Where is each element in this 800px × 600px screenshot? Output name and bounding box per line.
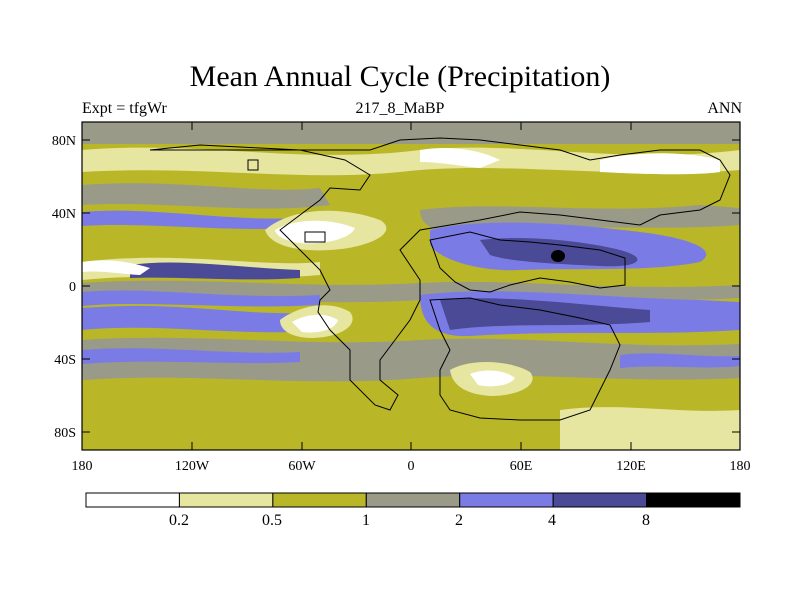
experiment-label: Expt = tfgWr bbox=[82, 100, 167, 117]
x-tick-label: 0 bbox=[408, 459, 415, 474]
colorbar-label: 4 bbox=[548, 512, 556, 529]
x-axis-ticks bbox=[81, 122, 741, 450]
chart-title: Mean Annual Cycle (Precipitation) bbox=[189, 60, 611, 93]
x-tick-label: 180 bbox=[730, 459, 751, 474]
precipitation-field bbox=[82, 122, 740, 450]
colorbar-swatch bbox=[646, 492, 741, 508]
colorbar-label: 8 bbox=[642, 512, 650, 529]
y-tick-label: 0 bbox=[69, 280, 76, 295]
y-tick-label: 40N bbox=[52, 207, 76, 222]
x-tick-label: 60E bbox=[510, 459, 533, 474]
period-label: 217_8_MaBP bbox=[355, 100, 445, 117]
x-tick-label: 180 bbox=[72, 459, 93, 474]
colorbar-swatch bbox=[272, 492, 367, 508]
y-tick-label: 80N bbox=[52, 134, 76, 149]
colorbar bbox=[85, 492, 741, 508]
colorbar-swatch bbox=[552, 492, 648, 508]
x-tick-label: 120E bbox=[616, 459, 646, 474]
colorbar-swatch bbox=[85, 492, 180, 508]
y-axis-ticks bbox=[82, 139, 740, 433]
season-label: ANN bbox=[707, 100, 742, 117]
colorbar-label: 2 bbox=[455, 512, 463, 529]
x-tick-label: 120W bbox=[175, 459, 210, 474]
coastline-outlines bbox=[149, 137, 731, 421]
x-tick-label: 60W bbox=[288, 459, 316, 474]
colorbar-label: 0.2 bbox=[169, 512, 189, 529]
colorbar-swatch bbox=[365, 492, 461, 508]
colorbar-label: 0.5 bbox=[262, 512, 282, 529]
colorbar-swatch bbox=[178, 492, 274, 508]
y-tick-label: 40S bbox=[54, 353, 76, 368]
colorbar-label: 1 bbox=[362, 512, 370, 529]
y-tick-label: 80S bbox=[54, 426, 76, 441]
colorbar-swatch bbox=[459, 492, 554, 508]
